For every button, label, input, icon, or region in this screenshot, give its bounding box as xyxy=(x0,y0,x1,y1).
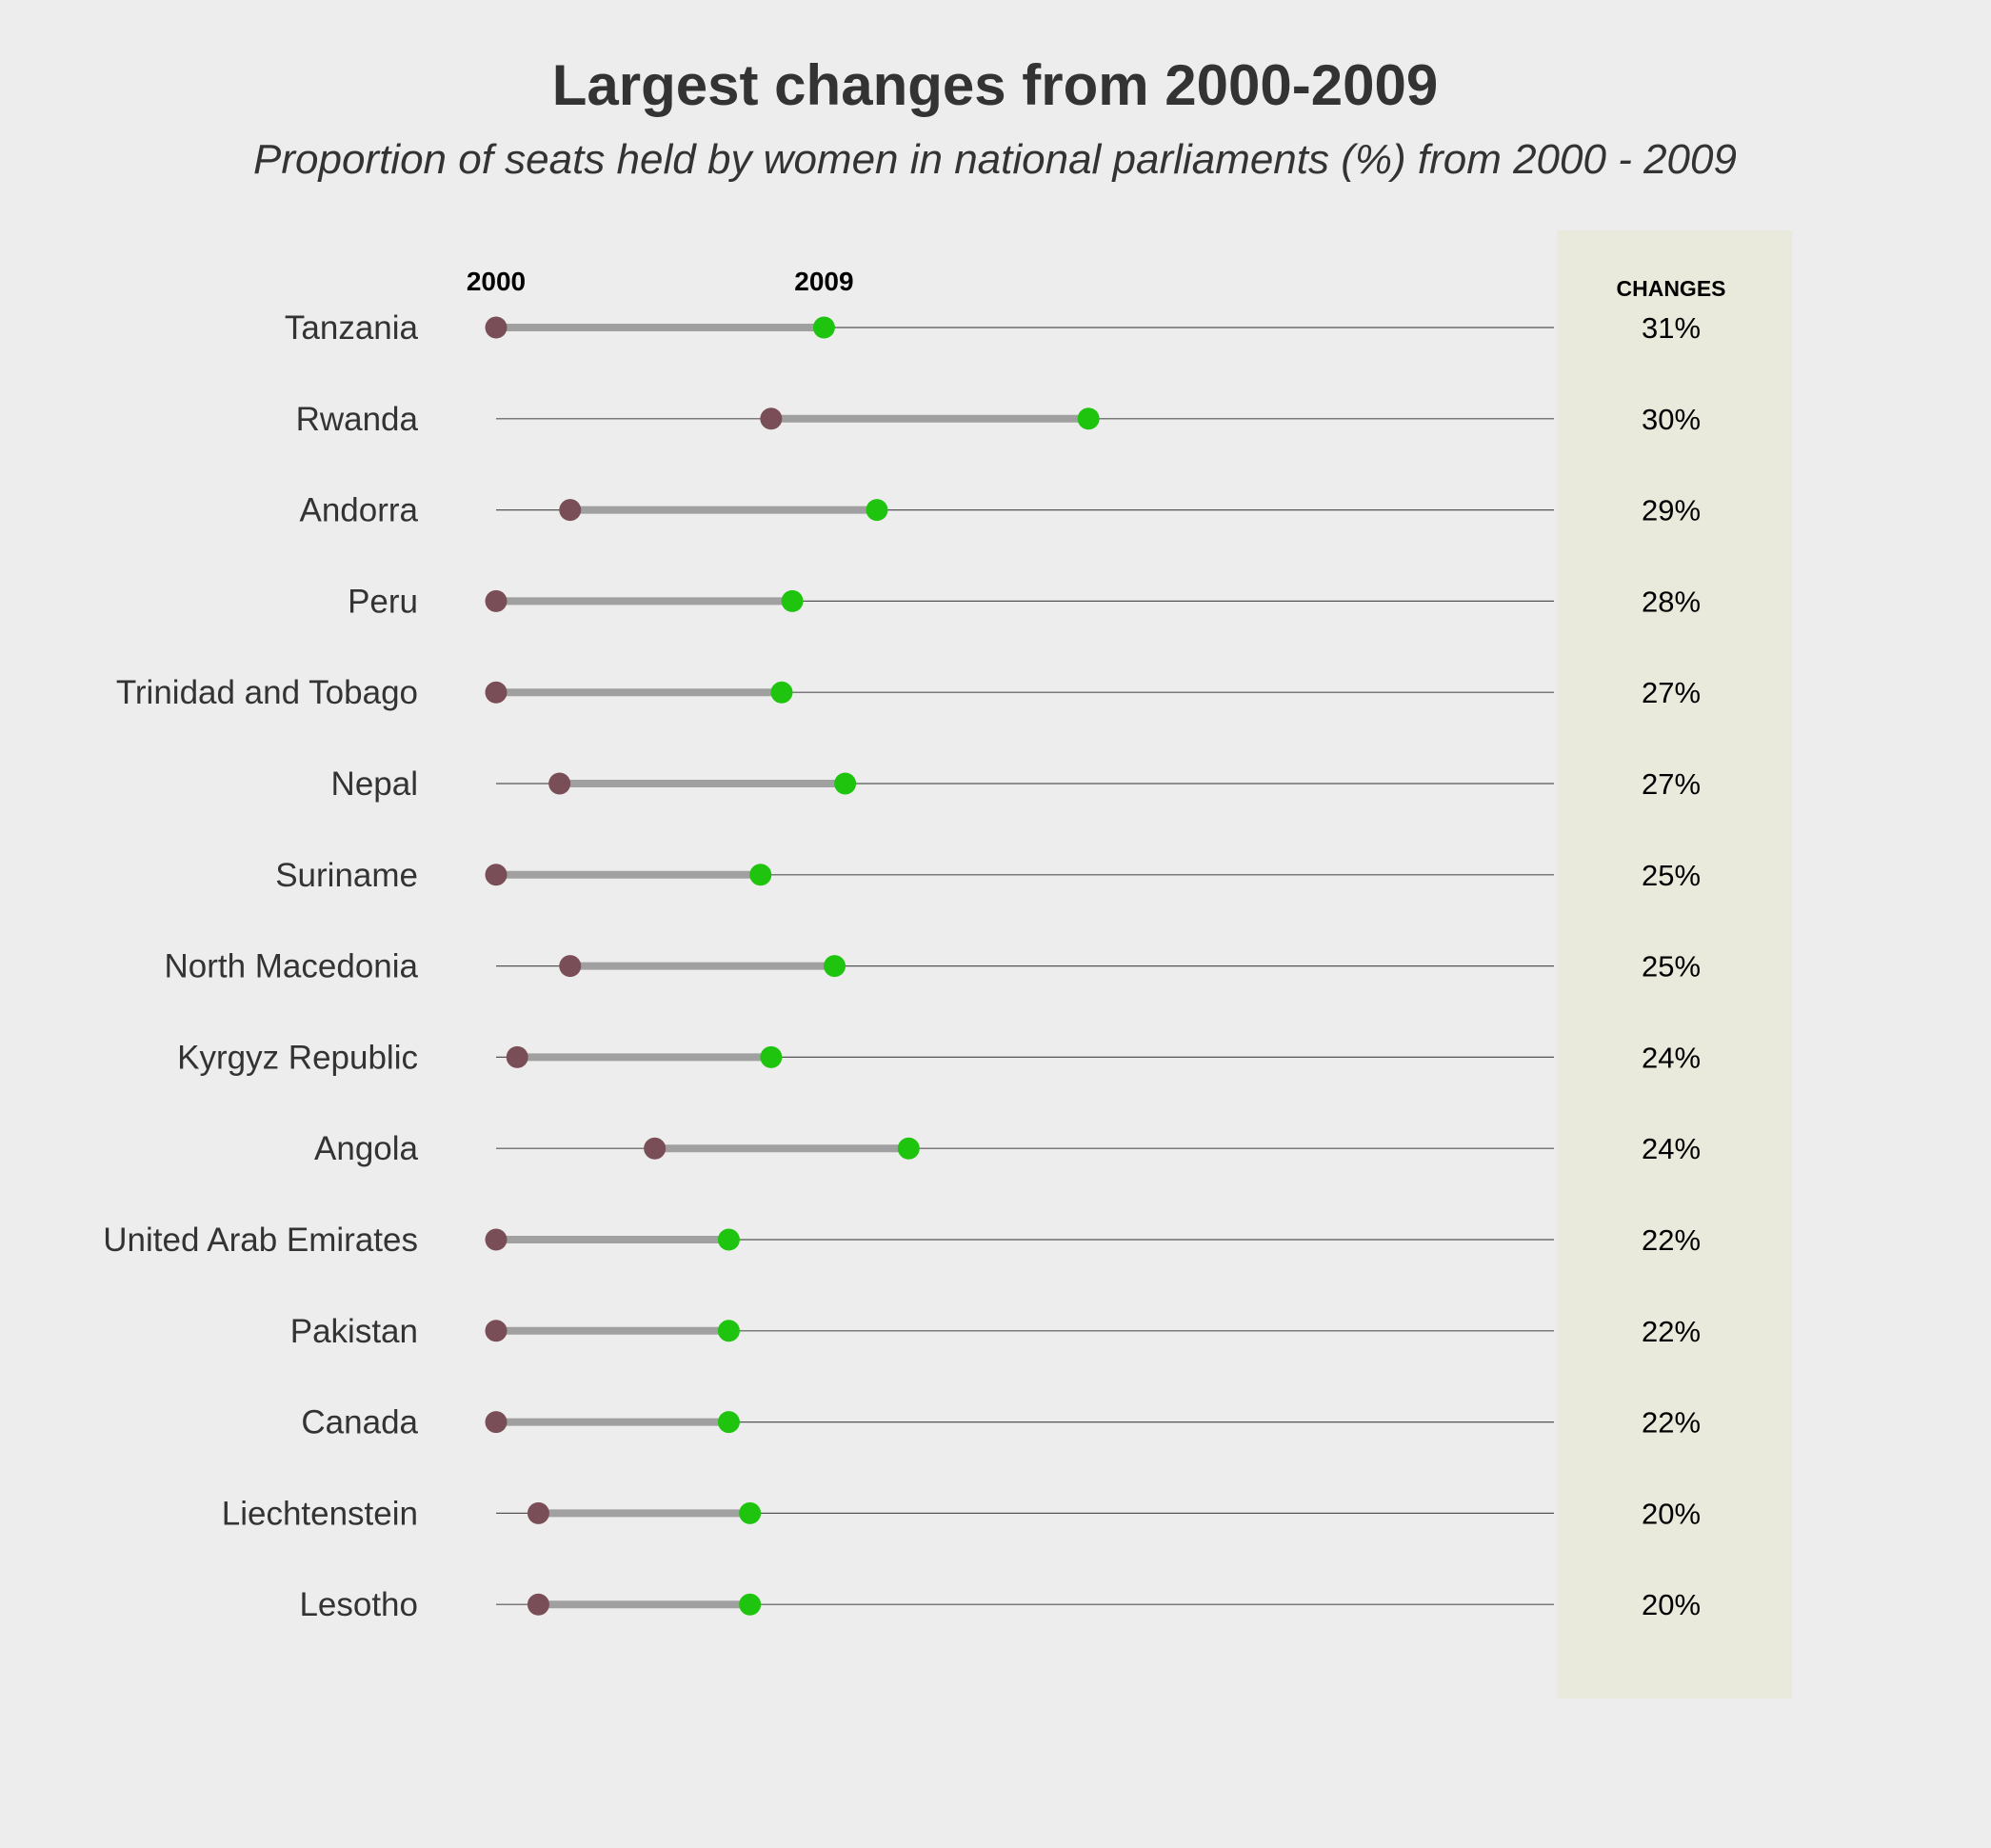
changes-header: CHANGES xyxy=(1616,276,1725,301)
category-label: Angola xyxy=(314,1130,419,1167)
end-point-2009 xyxy=(739,1501,762,1524)
change-value: 25% xyxy=(1642,950,1701,984)
start-point-2000 xyxy=(485,316,508,339)
change-value: 22% xyxy=(1642,1406,1701,1440)
change-value: 24% xyxy=(1642,1132,1701,1165)
end-point-2009 xyxy=(897,1137,920,1160)
category-label: Pakistan xyxy=(290,1313,418,1350)
end-point-2009 xyxy=(834,772,857,795)
category-label: Tanzania xyxy=(285,309,419,347)
end-point-2009 xyxy=(1077,407,1100,430)
chart-rows: Tanzania 31% Rwanda 30% Andorra 29% Peru 28% Tri… xyxy=(103,309,1701,1623)
end-point-2009 xyxy=(717,1228,740,1251)
change-value: 29% xyxy=(1642,494,1701,527)
start-point-2000 xyxy=(644,1137,667,1160)
change-value: 22% xyxy=(1642,1223,1701,1257)
end-point-2009 xyxy=(760,1045,783,1068)
start-point-2000 xyxy=(559,499,582,522)
start-point-2000 xyxy=(548,772,571,795)
end-year-label: 2009 xyxy=(794,267,853,296)
change-value: 20% xyxy=(1642,1588,1701,1621)
category-label: United Arab Emirates xyxy=(103,1222,418,1259)
start-point-2000 xyxy=(527,1501,549,1524)
change-value: 22% xyxy=(1642,1315,1701,1348)
start-point-2000 xyxy=(760,407,783,430)
change-value: 28% xyxy=(1642,585,1701,618)
category-label: Lesotho xyxy=(299,1586,418,1623)
start-point-2000 xyxy=(485,681,508,704)
end-point-2009 xyxy=(812,316,835,339)
category-label: North Macedonia xyxy=(164,948,418,985)
category-label: Peru xyxy=(348,583,418,620)
start-point-2000 xyxy=(559,955,582,978)
change-value: 30% xyxy=(1642,403,1701,436)
category-label: Liechtenstein xyxy=(222,1495,418,1532)
end-point-2009 xyxy=(717,1320,740,1342)
start-point-2000 xyxy=(485,1228,508,1251)
category-label: Andorra xyxy=(299,492,418,529)
category-label: Nepal xyxy=(331,765,418,803)
change-value: 27% xyxy=(1642,676,1701,709)
start-point-2000 xyxy=(485,864,508,886)
start-point-2000 xyxy=(485,1320,508,1342)
start-year-label: 2000 xyxy=(467,267,526,296)
end-point-2009 xyxy=(749,864,772,886)
category-label: Rwanda xyxy=(296,401,419,438)
end-point-2009 xyxy=(824,955,846,978)
change-value: 25% xyxy=(1642,859,1701,892)
category-label: Suriname xyxy=(275,857,418,894)
end-point-2009 xyxy=(717,1411,740,1434)
change-value: 31% xyxy=(1642,311,1701,345)
category-label: Canada xyxy=(301,1404,418,1441)
start-point-2000 xyxy=(485,589,508,612)
end-point-2009 xyxy=(866,499,888,522)
start-point-2000 xyxy=(485,1411,508,1434)
change-value: 27% xyxy=(1642,767,1701,801)
change-value: 20% xyxy=(1642,1497,1701,1530)
category-label: Trinidad and Tobago xyxy=(116,674,418,711)
changes-panel xyxy=(1557,230,1792,1699)
end-point-2009 xyxy=(739,1593,762,1616)
end-point-2009 xyxy=(770,681,793,704)
start-point-2000 xyxy=(506,1045,528,1068)
category-label: Kyrgyz Republic xyxy=(177,1039,418,1076)
start-point-2000 xyxy=(527,1593,549,1616)
end-point-2009 xyxy=(781,589,804,612)
change-value: 24% xyxy=(1642,1041,1701,1074)
chart-title: Largest changes from 2000-2009 xyxy=(552,53,1438,117)
chart-subtitle: Proportion of seats held by women in nat… xyxy=(253,136,1737,183)
